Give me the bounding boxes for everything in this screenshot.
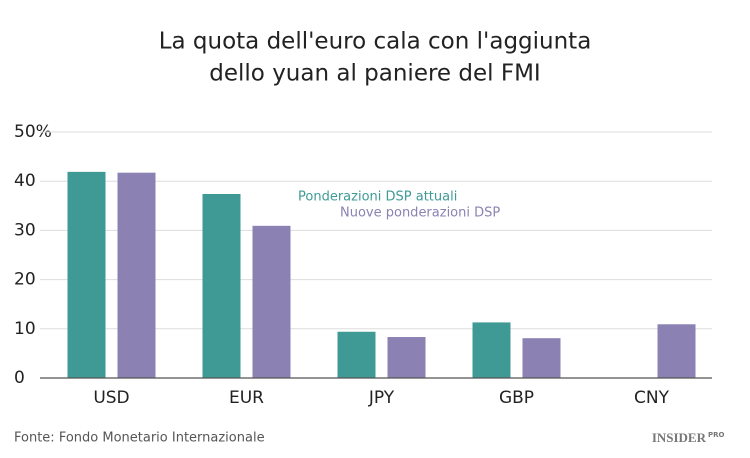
bar xyxy=(472,322,511,378)
bar xyxy=(387,337,426,378)
chart-title: dello yuan al paniere del FMI xyxy=(209,61,540,87)
bar xyxy=(67,171,106,378)
y-tick-label: 20 xyxy=(14,270,36,290)
bar xyxy=(337,331,376,378)
logo: INSIDER xyxy=(652,430,707,445)
y-tick-label: 40 xyxy=(14,171,36,191)
y-tick-label: 30 xyxy=(14,220,36,240)
logo-suffix: PRO xyxy=(708,431,725,439)
y-tick-label: 10 xyxy=(14,319,36,339)
legend-label: Ponderazioni DSP attuali xyxy=(298,190,457,205)
x-tick-label: USD xyxy=(93,388,129,408)
y-tick-label: 50% xyxy=(14,122,52,142)
bar xyxy=(522,338,561,378)
x-tick-label: EUR xyxy=(229,388,264,408)
bar xyxy=(252,225,291,378)
source: Fonte: Fondo Monetario Internazionale xyxy=(14,431,265,446)
y-tick-label: 0 xyxy=(14,368,25,388)
bar xyxy=(117,172,156,378)
legend-label: Nuove ponderazioni DSP xyxy=(340,206,500,221)
x-tick-label: GBP xyxy=(499,388,534,408)
x-tick-label: CNY xyxy=(634,388,670,408)
x-tick-label: JPY xyxy=(368,388,395,408)
bar xyxy=(202,193,241,378)
chart-title: La quota dell'euro cala con l'aggiunta xyxy=(159,29,592,55)
bar xyxy=(657,324,696,378)
